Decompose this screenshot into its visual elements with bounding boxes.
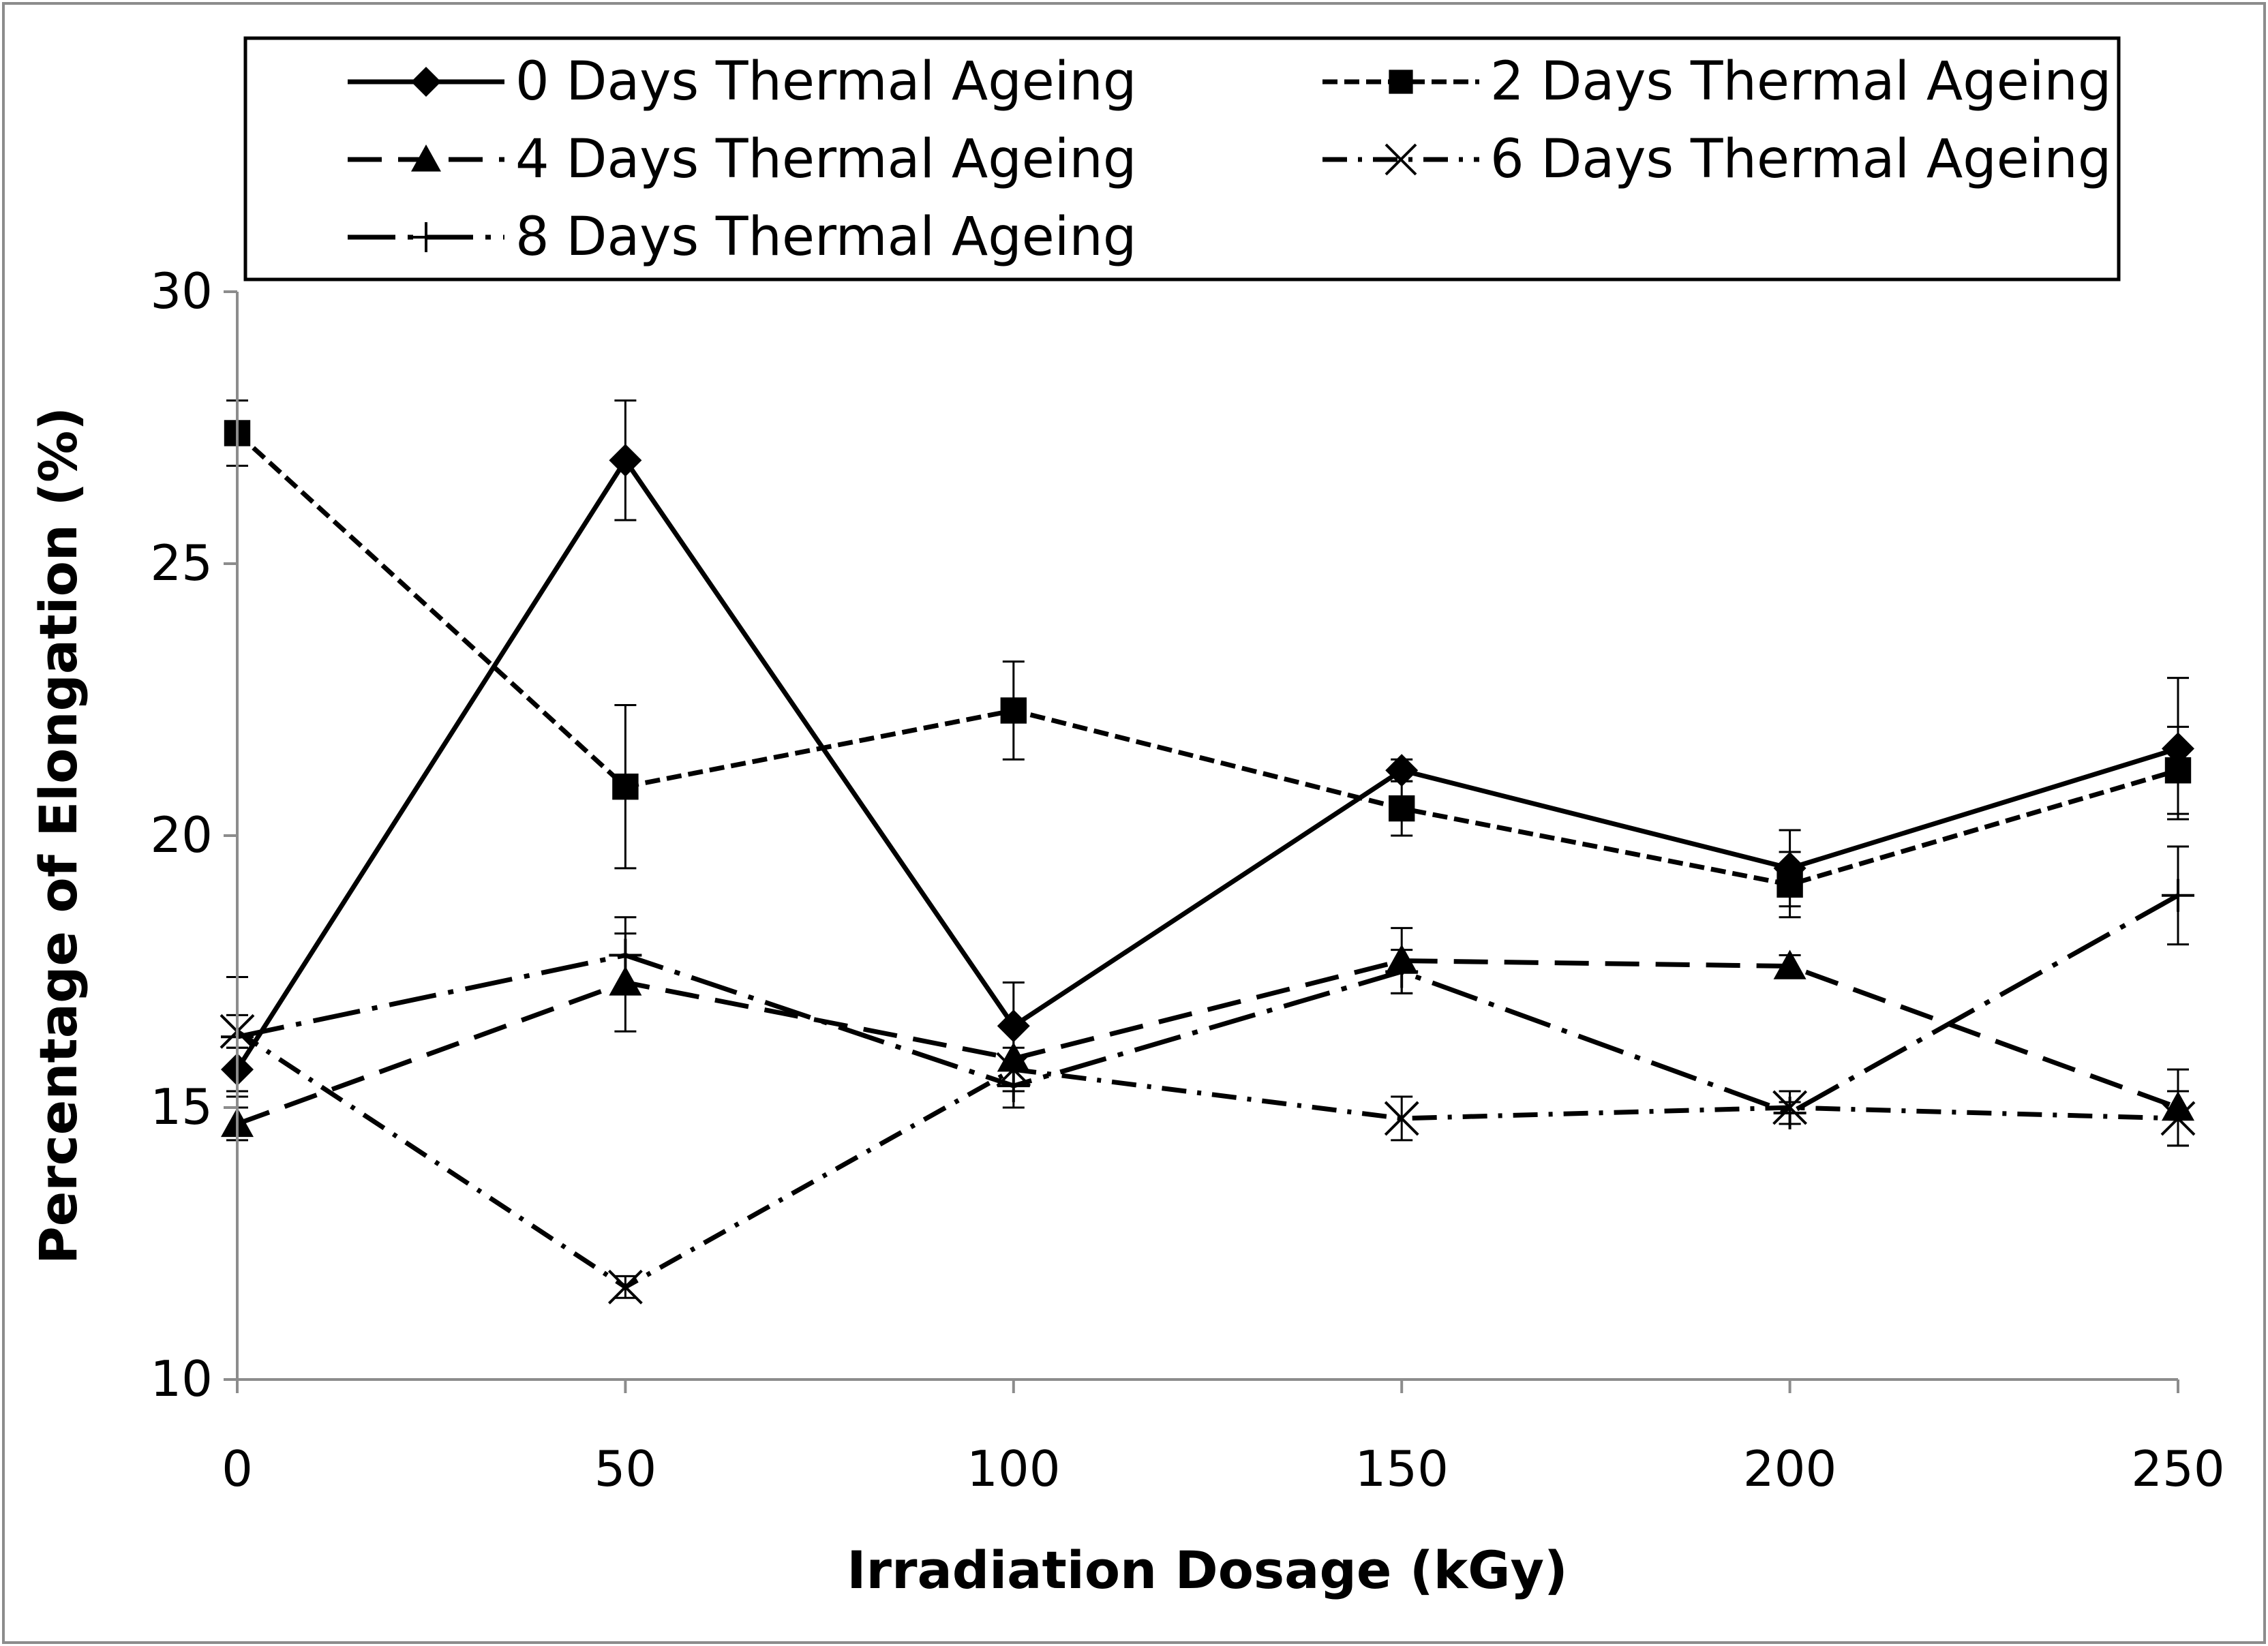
series-line-2	[236, 958, 2179, 1127]
series-line-3	[236, 1029, 2179, 1290]
data-point-s0-p5	[2162, 732, 2194, 765]
y-tick-label-15: 15	[150, 1078, 213, 1136]
y-axis-title: Percentage of Elongation (%)	[28, 407, 89, 1264]
data-point-s4-p1	[609, 939, 642, 972]
data-point-s0-p2	[997, 1009, 1030, 1043]
legend-label-4: 8 Days Thermal Ageing	[515, 207, 1136, 268]
legend-marker-4	[411, 222, 441, 252]
data-point-s4-p4	[1773, 1096, 1806, 1129]
data-point-s1-p3	[1389, 795, 1415, 822]
tick-marks	[224, 290, 2179, 1393]
x-tick-label-150: 150	[1355, 1440, 1448, 1497]
legend-label-2: 4 Days Thermal Ageing	[515, 129, 1136, 190]
data-point-s0-p3	[1385, 754, 1419, 787]
x-tick-label-250: 250	[2131, 1440, 2224, 1497]
data-point-s1-p4	[1776, 871, 1803, 898]
data-point-s4-p5	[2162, 879, 2194, 912]
data-point-s1-p1	[612, 773, 639, 800]
data-point-s2-p5	[2162, 1091, 2194, 1121]
legend-marker-3	[1385, 143, 1417, 176]
series-line-0	[235, 457, 2179, 1071]
series-line-1	[235, 431, 2179, 887]
data-point-s3-p5	[2160, 1101, 2196, 1136]
legend-box	[243, 36, 2121, 281]
tick-labels: 10 15 20 25 30 0 50 100 150 200 250	[150, 262, 2224, 1497]
x-tick-label-100: 100	[967, 1440, 1060, 1497]
data-point-s4-p3	[1385, 955, 1419, 988]
data-point-s2-p2	[997, 1042, 1030, 1072]
y-tick-label-10: 10	[150, 1350, 213, 1407]
x-axis-title: Irradiation Dosage (kGy)	[847, 1540, 1568, 1600]
data-point-s3-p3	[1384, 1101, 1419, 1136]
x-tick-label-0: 0	[222, 1440, 253, 1497]
x-tick-label-50: 50	[594, 1440, 657, 1497]
data-point-s0-p1	[609, 444, 642, 477]
legend: 0 Days Thermal Ageing 2 Days Thermal Agei…	[243, 36, 2121, 281]
data-point-s2-p4	[1773, 949, 1806, 979]
y-tick-label-30: 30	[150, 262, 213, 320]
y-tick-label-25: 25	[150, 534, 213, 592]
series-line-4	[237, 893, 2179, 1116]
data-point-s1-p5	[2164, 757, 2192, 784]
legend-marker-2	[411, 144, 441, 172]
series-lines	[235, 431, 2179, 1290]
data-point-s2-p1	[609, 966, 642, 996]
legend-label-3: 6 Days Thermal Ageing	[1490, 129, 2111, 190]
legend-marker-0	[411, 67, 441, 97]
data-point-s3-p1	[607, 1269, 643, 1305]
legend-marker-1	[1389, 70, 1413, 94]
legend-label-0: 0 Days Thermal Ageing	[515, 51, 1136, 112]
legend-label-1: 2 Days Thermal Ageing	[1490, 51, 2111, 112]
data-point-s1-p2	[1000, 697, 1027, 724]
x-tick-label-200: 200	[1743, 1440, 1836, 1497]
y-tick-label-20: 20	[150, 806, 213, 864]
data-point-s4-p2	[997, 1069, 1030, 1103]
